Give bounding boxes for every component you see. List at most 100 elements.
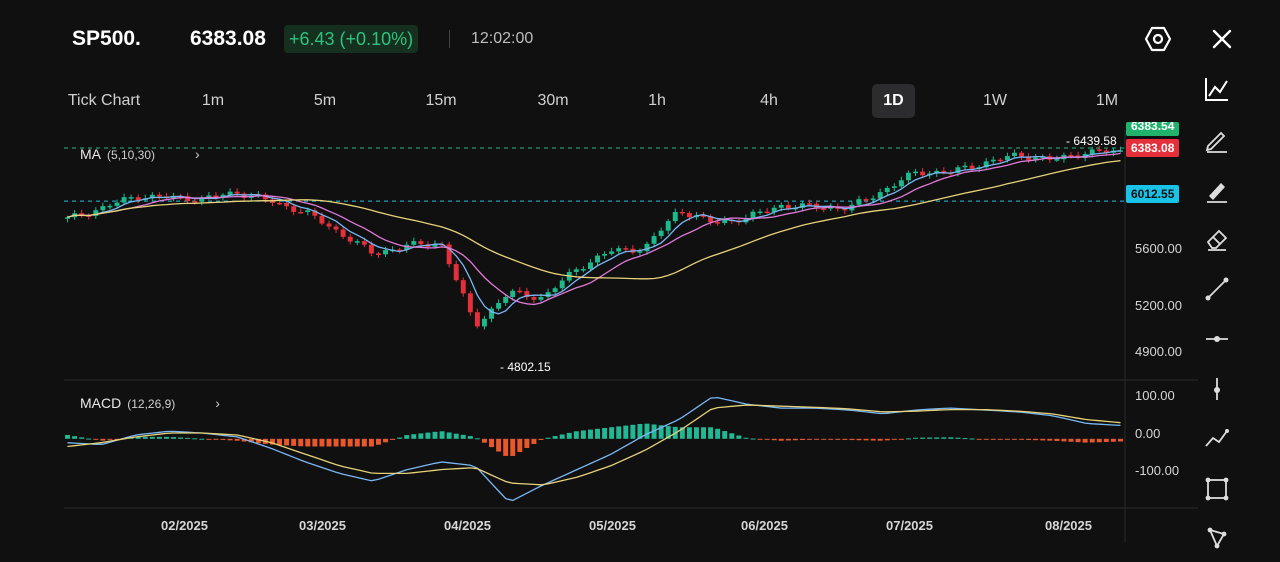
macd-bar bbox=[792, 438, 798, 441]
candle-body bbox=[1011, 152, 1017, 157]
candle-body bbox=[1019, 152, 1025, 157]
candle-body bbox=[807, 203, 813, 205]
candle-body bbox=[990, 159, 996, 162]
line-icon[interactable] bbox=[1202, 274, 1234, 306]
macd-bar bbox=[976, 438, 982, 440]
hexagon-settings-icon[interactable] bbox=[1144, 25, 1172, 53]
candle-body bbox=[665, 221, 671, 231]
macd-bar bbox=[418, 433, 424, 439]
shape-icon[interactable] bbox=[1202, 522, 1234, 554]
candle-body bbox=[156, 194, 162, 197]
symbol-name[interactable]: SP500. bbox=[72, 27, 141, 50]
candle-body bbox=[375, 253, 381, 255]
macd-bar bbox=[1103, 438, 1109, 442]
highlighter-icon[interactable] bbox=[1202, 174, 1234, 206]
macd-bar bbox=[397, 437, 403, 439]
candle-body bbox=[1096, 149, 1102, 151]
eraser-icon[interactable] bbox=[1202, 224, 1234, 256]
candle-body bbox=[1054, 159, 1060, 161]
timeframe-4h[interactable]: 4h bbox=[760, 92, 778, 109]
ma-indicator-toggle[interactable]: MA (5,10,30) › bbox=[80, 146, 200, 162]
candle-body bbox=[474, 312, 480, 327]
macd-bar bbox=[100, 438, 106, 441]
macd-bar bbox=[1019, 438, 1025, 440]
ma-line-30 bbox=[67, 160, 1121, 280]
candle-body bbox=[460, 280, 466, 294]
timeframe-5m[interactable]: 5m bbox=[313, 92, 337, 109]
candle-body bbox=[531, 297, 537, 300]
candle-body bbox=[573, 269, 579, 272]
macd-bar bbox=[990, 438, 996, 440]
candle-body bbox=[870, 198, 876, 200]
candle-body bbox=[467, 293, 473, 313]
macd-bar bbox=[616, 426, 622, 439]
macd-bar bbox=[354, 438, 360, 447]
horizontal-line-icon[interactable] bbox=[1202, 324, 1234, 356]
candle-body bbox=[595, 255, 601, 263]
macd-bar bbox=[807, 438, 813, 440]
candle-body bbox=[587, 262, 593, 270]
macd-bar bbox=[595, 428, 601, 439]
macd-bar bbox=[1047, 438, 1053, 441]
macd-bar bbox=[347, 438, 353, 447]
timeframe-1w[interactable]: 1W bbox=[983, 92, 1007, 109]
macd-bar bbox=[1075, 438, 1081, 443]
pencil-icon[interactable] bbox=[1202, 124, 1234, 156]
macd-bar bbox=[778, 438, 784, 441]
candle-body bbox=[884, 187, 890, 193]
macd-indicator-name: MACD bbox=[80, 395, 122, 411]
candle-body bbox=[913, 171, 919, 174]
timeframe-1h[interactable]: 1h bbox=[648, 92, 666, 109]
macd-bar bbox=[630, 424, 636, 439]
timeframe-15m[interactable]: 15m bbox=[425, 92, 457, 109]
macd-bar bbox=[898, 438, 904, 440]
macd-indicator-toggle[interactable]: MACD (12,26,9) › bbox=[80, 395, 220, 411]
macd-bar bbox=[913, 437, 919, 439]
price-chart-area[interactable] bbox=[0, 120, 1198, 562]
candle-body bbox=[609, 251, 615, 254]
candle-body bbox=[418, 241, 424, 245]
timeframe-1mo[interactable]: 1M bbox=[1095, 92, 1119, 109]
ma-indicator-params: (5,10,30) bbox=[107, 148, 156, 162]
macd-bar bbox=[870, 438, 876, 441]
candle-body bbox=[637, 251, 643, 253]
candle-body bbox=[298, 211, 304, 214]
candle-body bbox=[135, 197, 141, 201]
candle-body bbox=[757, 211, 763, 214]
macd-bar bbox=[255, 438, 261, 444]
macd-axis-label: 100.00 bbox=[1135, 388, 1175, 403]
candle-body bbox=[524, 291, 530, 298]
current-price: 6383.08 bbox=[190, 27, 266, 50]
macd-bar bbox=[658, 425, 664, 439]
vertical-line-icon[interactable] bbox=[1202, 374, 1234, 406]
candle-body bbox=[284, 202, 290, 207]
candle-body bbox=[185, 196, 191, 202]
macd-bar bbox=[573, 431, 579, 439]
macd-bar bbox=[828, 438, 834, 440]
macd-bar bbox=[905, 438, 911, 440]
macd-bar bbox=[298, 438, 304, 447]
timeframe-1m[interactable]: 1m bbox=[201, 92, 225, 109]
polyline-icon[interactable] bbox=[1202, 424, 1234, 456]
candle-body bbox=[715, 222, 721, 224]
candle-body bbox=[305, 210, 311, 213]
macd-bar bbox=[1026, 438, 1032, 440]
timeframe-1d[interactable]: 1D bbox=[872, 84, 915, 118]
candle-body bbox=[545, 292, 551, 298]
timeframe-30m[interactable]: 30m bbox=[537, 92, 569, 109]
macd-bar bbox=[757, 438, 763, 440]
timeframe-tick-chart[interactable]: Tick Chart bbox=[67, 92, 141, 109]
rectangle-icon[interactable] bbox=[1202, 474, 1234, 506]
trend-chart-icon[interactable] bbox=[1202, 74, 1234, 106]
macd-bar bbox=[1054, 438, 1060, 441]
candle-body bbox=[114, 202, 120, 206]
candle-body bbox=[1004, 156, 1010, 161]
close-icon[interactable] bbox=[1208, 25, 1236, 53]
chevron-right-icon: › bbox=[195, 146, 200, 162]
timeframe-bar: Tick Chart 1m 5m 15m 30m 1h 4h 1D 1W 1M bbox=[56, 84, 1146, 120]
candle-body bbox=[686, 213, 692, 218]
macd-bar bbox=[1096, 438, 1102, 443]
macd-bar bbox=[149, 436, 155, 439]
macd-bar bbox=[637, 424, 643, 439]
candle-body bbox=[941, 170, 947, 173]
